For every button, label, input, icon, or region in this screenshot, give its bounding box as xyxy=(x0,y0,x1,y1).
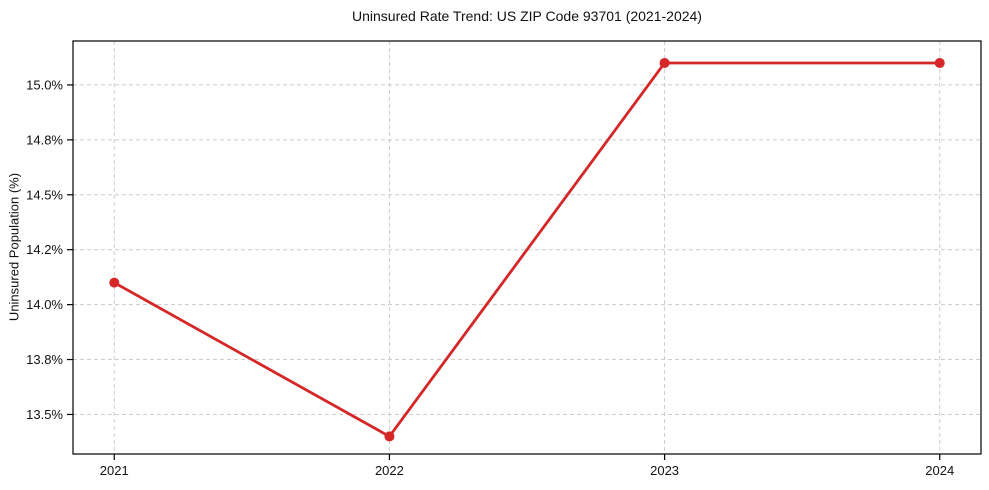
x-tick-label: 2021 xyxy=(100,463,129,478)
data-point-marker xyxy=(659,57,670,68)
data-point-marker xyxy=(109,277,120,288)
x-tick-label: 2024 xyxy=(925,463,954,478)
chart-title: Uninsured Rate Trend: US ZIP Code 93701 … xyxy=(352,8,702,24)
x-tick-label: 2022 xyxy=(375,463,404,478)
y-tick-label: 14.0% xyxy=(26,297,63,312)
data-point-marker xyxy=(934,57,945,68)
y-tick-label: 14.2% xyxy=(26,242,63,257)
trend-line xyxy=(112,61,942,438)
data-point-marker xyxy=(384,431,395,442)
y-tick-label: 15.0% xyxy=(26,77,63,92)
y-tick-label: 14.5% xyxy=(26,187,63,202)
y-tick-label: 13.5% xyxy=(26,407,63,422)
plot-border xyxy=(72,40,982,455)
y-tick-label: 14.8% xyxy=(26,132,63,147)
y-tick-label: 13.8% xyxy=(26,352,63,367)
x-tick-label: 2023 xyxy=(650,463,679,478)
